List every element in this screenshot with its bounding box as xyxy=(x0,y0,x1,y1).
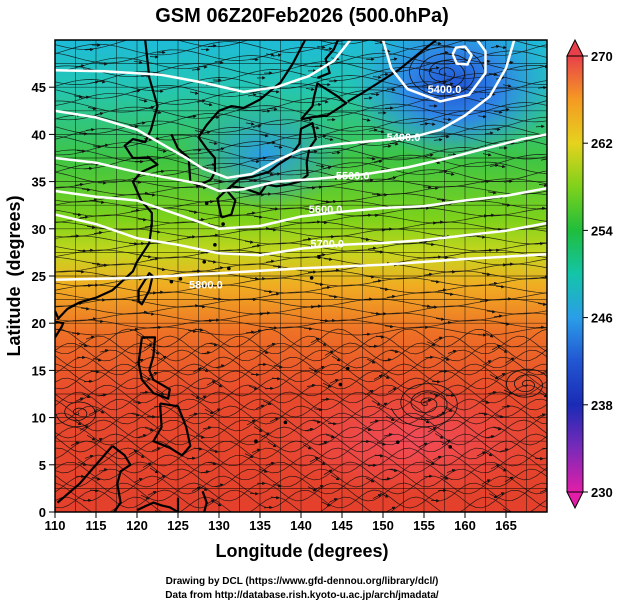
flow-arrow xyxy=(536,327,544,328)
colorbar-tick-label: 246 xyxy=(591,311,613,326)
island xyxy=(254,439,258,443)
y-tick-label: 30 xyxy=(32,222,46,237)
island xyxy=(317,255,321,259)
x-tick-label: 160 xyxy=(454,518,476,533)
flow-arrow xyxy=(248,299,256,300)
y-tick-label: 20 xyxy=(32,316,46,331)
flow-arrow xyxy=(321,201,329,202)
colorbar-tick-label: 262 xyxy=(591,136,613,151)
x-tick-label: 130 xyxy=(208,518,230,533)
colorbar-tick-label: 270 xyxy=(591,49,613,64)
x-tick-label: 110 xyxy=(45,518,66,533)
contour-label: 5800.0 xyxy=(189,279,223,291)
y-tick-label: 5 xyxy=(39,458,46,473)
y-tick-label: 45 xyxy=(32,80,46,95)
flow-arrow xyxy=(371,94,379,95)
x-axis-label: Longitude (degrees) xyxy=(215,541,388,561)
island xyxy=(170,280,174,284)
island xyxy=(179,277,183,281)
footer-credit: Drawing by DCL (https://www.gfd-dennou.o… xyxy=(166,576,439,587)
flow-arrow xyxy=(319,222,327,223)
y-tick-label: 10 xyxy=(32,411,46,426)
colorbar-ticks: 270 262 254 246 238 230 xyxy=(583,49,613,500)
map-title: GSM 06Z20Feb2026 (500.0hPa) xyxy=(155,5,448,27)
flow-arrow xyxy=(440,257,448,258)
x-tick-label: 120 xyxy=(126,518,148,533)
x-tick-label: 150 xyxy=(372,518,394,533)
x-tick-label: 145 xyxy=(331,518,353,533)
flow-arrow xyxy=(250,278,258,279)
island xyxy=(284,421,288,425)
flow-arrow xyxy=(97,514,105,515)
island xyxy=(396,440,400,444)
contour-label: 5400.0 xyxy=(428,84,462,96)
flow-arrow xyxy=(85,49,93,50)
y-axis-label: Latitude (degrees) xyxy=(4,195,24,356)
y-tick-label: 15 xyxy=(32,363,46,378)
contour-label: 5500.0 xyxy=(336,171,370,183)
y-tick-label: 0 xyxy=(39,505,46,520)
plot-area: 5400.0 5400.0 5500.0 5600.0 5700.0 5800.0 xyxy=(50,10,560,536)
flow-arrow xyxy=(79,133,87,134)
y-tick-label: 25 xyxy=(32,269,46,284)
island xyxy=(205,202,209,206)
y-axis-ticks: 0 5 10 15 20 25 30 35 40 45 xyxy=(32,80,55,520)
island xyxy=(346,367,350,371)
island xyxy=(339,383,343,387)
island xyxy=(448,445,452,449)
x-tick-label: 140 xyxy=(290,518,312,533)
x-axis-ticks: 110 115 120 125 130 135 140 145 150 155 160 165 xyxy=(45,512,517,533)
flow-arrow xyxy=(361,441,369,442)
island xyxy=(227,267,231,271)
colorbar-tick-label: 254 xyxy=(591,223,613,238)
y-tick-label: 35 xyxy=(32,175,46,190)
x-tick-label: 155 xyxy=(413,518,435,533)
y-tick-label: 40 xyxy=(32,127,46,142)
flow-arrow xyxy=(271,91,279,92)
flow-arrow xyxy=(492,129,500,130)
flow-arrow xyxy=(129,243,137,244)
colorbar-bottom-arrow xyxy=(567,492,583,508)
colorbar: 270 262 254 246 238 230 xyxy=(567,40,613,508)
x-tick-label: 165 xyxy=(495,518,517,533)
flow-arrow xyxy=(445,514,453,515)
island xyxy=(221,222,225,226)
x-tick-label: 115 xyxy=(86,518,107,533)
colorbar-tick-label: 238 xyxy=(591,398,613,413)
colorbar-gradient xyxy=(567,56,583,492)
contour-label: 5700.0 xyxy=(310,239,344,251)
colorbar-tick-label: 230 xyxy=(591,485,613,500)
x-tick-label: 125 xyxy=(167,518,189,533)
contour-label: 5600.0 xyxy=(309,204,343,216)
island xyxy=(213,243,217,247)
contour-label: 5400.0 xyxy=(387,132,421,144)
flow-arrow xyxy=(155,292,163,293)
colorbar-top-arrow xyxy=(567,40,583,56)
island xyxy=(202,260,206,264)
footer-source: Data from http://database.rish.kyoto-u.a… xyxy=(165,590,439,601)
island xyxy=(310,276,314,280)
x-tick-label: 135 xyxy=(249,518,271,533)
flow-arrow xyxy=(328,423,336,424)
